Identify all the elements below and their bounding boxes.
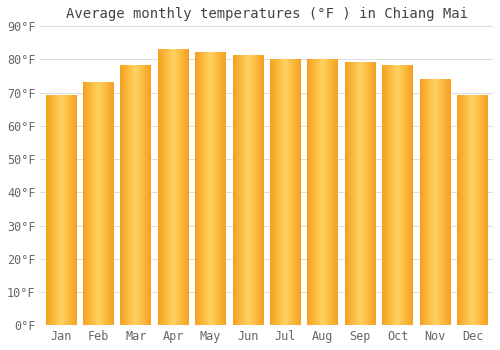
Title: Average monthly temperatures (°F ) in Chiang Mai: Average monthly temperatures (°F ) in Ch… — [66, 7, 468, 21]
